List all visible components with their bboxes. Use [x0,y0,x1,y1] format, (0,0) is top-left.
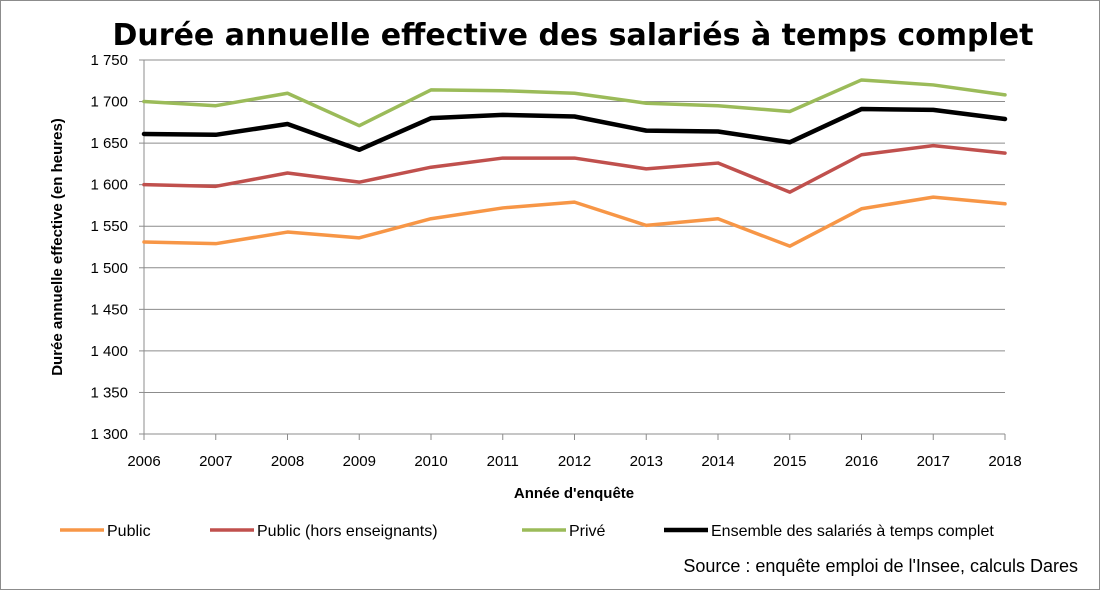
series-line-4 [141,106,1008,153]
x-tick-label: 2006 [127,453,160,470]
y-tick-label: 1 700 [90,94,128,111]
x-tick-label: 2011 [487,453,519,470]
x-tick-label: 2013 [630,453,663,470]
x-tick-label: 2017 [917,453,950,470]
x-tick-label: 2010 [414,453,447,470]
y-tick-label: 1 600 [90,177,128,194]
legend-label: Public [107,523,151,540]
y-tick-label: 1 350 [90,384,128,401]
gridlines [144,59,1005,393]
chart-title: Durée annuelle effective des salariés à … [113,18,1034,53]
x-tick-label: 2016 [845,453,878,470]
y-tick-label: 1 650 [90,135,128,152]
x-tick-label: 2009 [343,453,376,470]
x-tick-labels: 2006 2007 2008 2009 2010 2011 2012 2013 2014 2015… [127,434,1022,470]
x-tick-label: 2015 [773,453,806,470]
legend-label: Ensemble des salariés à temps complet [711,523,994,540]
series-line-2 [142,143,1007,194]
x-tick-label: 2007 [199,453,232,470]
x-axis-label: Année d'enquête [514,485,634,502]
series-line-3 [142,78,1007,128]
x-tick-label: 2018 [988,453,1021,470]
y-tick-label: 1 550 [90,218,128,235]
y-tick-label: 1 400 [90,343,128,360]
y-tick-label: 1 750 [90,52,128,69]
x-tick-label: 2012 [558,453,591,470]
x-tick-label: 2008 [271,453,304,470]
legend: Public Public (hors enseignants) Privé Ense… [60,523,994,540]
y-tick-label: 1 500 [90,260,128,277]
legend-label: Public (hors enseignants) [257,523,438,540]
series-line-1 [142,195,1007,248]
y-tick-labels: 1 300 1 350 1 400 1 450 1 500 1 550 1 600 1 650… [90,52,144,443]
source-note: Source : enquête emploi de l'Insee, calc… [683,556,1078,576]
series-lines [141,78,1008,248]
y-tick-label: 1 450 [90,301,128,318]
y-axis-label: Durée annuelle effective (en heures) [49,118,66,376]
y-tick-label: 1 300 [90,426,128,443]
x-tick-label: 2014 [701,453,734,470]
legend-label: Privé [569,523,606,540]
